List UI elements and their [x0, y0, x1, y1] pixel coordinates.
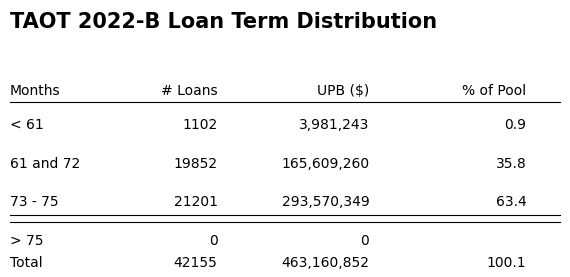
Text: Months: Months — [10, 84, 60, 98]
Text: 0: 0 — [209, 234, 218, 248]
Text: 3,981,243: 3,981,243 — [299, 118, 369, 132]
Text: 1102: 1102 — [182, 118, 218, 132]
Text: 100.1: 100.1 — [487, 256, 527, 270]
Text: 0: 0 — [360, 234, 369, 248]
Text: UPB ($): UPB ($) — [317, 84, 369, 98]
Text: 35.8: 35.8 — [496, 157, 527, 171]
Text: 73 - 75: 73 - 75 — [10, 195, 58, 209]
Text: 165,609,260: 165,609,260 — [281, 157, 369, 171]
Text: 463,160,852: 463,160,852 — [281, 256, 369, 270]
Text: 293,570,349: 293,570,349 — [282, 195, 369, 209]
Text: < 61: < 61 — [10, 118, 43, 132]
Text: 42155: 42155 — [174, 256, 218, 270]
Text: 61 and 72: 61 and 72 — [10, 157, 80, 171]
Text: 0.9: 0.9 — [504, 118, 527, 132]
Text: % of Pool: % of Pool — [462, 84, 527, 98]
Text: TAOT 2022-B Loan Term Distribution: TAOT 2022-B Loan Term Distribution — [10, 12, 437, 32]
Text: Total: Total — [10, 256, 42, 270]
Text: # Loans: # Loans — [161, 84, 218, 98]
Text: 21201: 21201 — [174, 195, 218, 209]
Text: > 75: > 75 — [10, 234, 43, 248]
Text: 19852: 19852 — [173, 157, 218, 171]
Text: 63.4: 63.4 — [496, 195, 527, 209]
